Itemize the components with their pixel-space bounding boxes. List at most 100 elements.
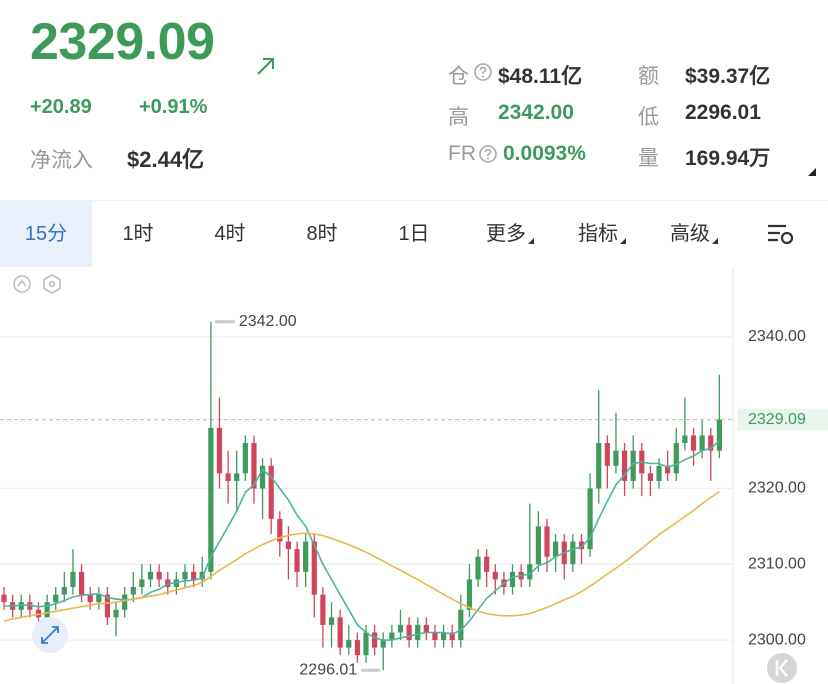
candle-body xyxy=(613,450,619,466)
candle-body xyxy=(130,587,136,595)
stat-label: 量 xyxy=(638,147,659,170)
timeframe-tabs: 15分 1时 4时 8时 1日 更多 指标 高级 xyxy=(0,200,828,267)
candle-body xyxy=(630,450,636,481)
candle-body xyxy=(311,541,317,595)
candle-body xyxy=(621,450,628,481)
candle-body xyxy=(492,571,498,580)
y-tick-label: 2300.00 xyxy=(748,631,806,648)
candle-body xyxy=(70,571,76,588)
tab[interactable]: 1日 xyxy=(398,223,430,245)
tab[interactable]: 4时 xyxy=(214,223,246,245)
fullscreen-button[interactable] xyxy=(32,617,68,653)
moving-average-line xyxy=(4,440,720,641)
candle-body xyxy=(303,541,309,572)
candle-body xyxy=(690,435,697,451)
candle-body xyxy=(553,541,559,557)
y-tick-label: 2320.00 xyxy=(748,480,806,497)
settings-icon[interactable] xyxy=(766,222,796,246)
stat-label: 高 xyxy=(448,106,469,129)
help-icon[interactable] xyxy=(478,144,498,164)
candle-body xyxy=(44,602,50,618)
candle-body xyxy=(475,556,481,580)
candle-body xyxy=(104,594,111,618)
candle-body xyxy=(527,564,533,580)
candle-body xyxy=(87,594,93,603)
candle-body xyxy=(156,571,162,580)
trend-arrow-icon xyxy=(257,58,274,75)
tab[interactable]: 高级 xyxy=(644,201,736,267)
candle-body xyxy=(716,419,722,451)
candle-body xyxy=(484,556,490,572)
candle-body xyxy=(225,473,231,481)
candle-body xyxy=(397,624,404,633)
candle-body xyxy=(277,518,283,542)
candle-body xyxy=(354,640,360,656)
stat-value: 169.94万 xyxy=(685,147,771,170)
candle-body xyxy=(665,465,671,474)
candle-body xyxy=(708,435,714,451)
candle-body xyxy=(208,427,214,572)
tab[interactable]: 8时 xyxy=(306,223,338,245)
stat-label: 仓 xyxy=(448,65,469,88)
stat-value: 2342.00 xyxy=(498,101,574,124)
chart-tools[interactable] xyxy=(13,274,61,294)
candle-body xyxy=(389,632,395,641)
scroll-latest-button[interactable] xyxy=(767,653,797,683)
candle-body xyxy=(656,465,662,481)
candle-body xyxy=(242,443,248,474)
stat-value: 0.0093% xyxy=(503,142,586,165)
stat-value: $48.11亿 xyxy=(498,65,583,88)
candle-body xyxy=(251,443,257,489)
candle-body xyxy=(432,632,438,641)
low-marker-label: 2296.01 xyxy=(299,662,357,679)
stat-value: 2296.01 xyxy=(685,101,761,124)
candle-body xyxy=(458,609,464,641)
candle-body xyxy=(139,579,145,588)
candle-body xyxy=(320,594,326,625)
tab[interactable]: 15分 xyxy=(0,201,92,267)
candle-body xyxy=(61,587,67,595)
candle-body xyxy=(372,632,378,648)
scroll-latest-icon xyxy=(775,659,788,677)
candle-body xyxy=(682,435,688,444)
candle-body xyxy=(380,640,386,648)
candle-body xyxy=(182,571,188,580)
candle-body xyxy=(544,526,550,557)
tab[interactable]: 更多 xyxy=(460,201,552,267)
stat-label: FR xyxy=(448,142,476,165)
fullscreen-icon xyxy=(41,626,59,644)
scroll-latest-bg xyxy=(767,653,797,683)
candle-body xyxy=(578,541,585,550)
y-tick-label: 2340.00 xyxy=(748,328,806,345)
tab[interactable]: 指标 xyxy=(552,201,644,267)
candle-body xyxy=(113,609,119,618)
candle-body xyxy=(699,435,705,451)
candle-body xyxy=(647,473,654,481)
last-price-badge xyxy=(738,408,828,431)
candle-body xyxy=(268,465,274,519)
net-inflow: $2.44亿 xyxy=(127,147,205,172)
tab[interactable]: 1时 xyxy=(122,223,154,245)
price-change-pct: +0.91% xyxy=(139,96,208,118)
candle-body xyxy=(406,624,412,641)
candlestick-chart: 2300.00 2310.00 2320.00 2340.00 2329.09 2342.… xyxy=(0,268,828,684)
candle-body xyxy=(78,571,85,595)
help-icon[interactable] xyxy=(473,62,493,82)
candle-body xyxy=(1,594,7,603)
candle-body xyxy=(122,594,128,610)
net-inflow-label: 净流入 xyxy=(30,149,93,172)
expand-triangle[interactable] xyxy=(806,166,818,178)
candle-body xyxy=(53,594,59,603)
candle-body xyxy=(285,541,292,550)
price: 2329.09 xyxy=(30,13,215,71)
high-marker-label: 2342.00 xyxy=(239,313,297,330)
stat-label: 额 xyxy=(638,65,659,88)
candle-body xyxy=(234,473,240,481)
candle-body xyxy=(363,632,369,656)
candle-body xyxy=(147,571,154,580)
candle-body xyxy=(337,617,343,648)
candle-body xyxy=(415,624,421,641)
candle-body xyxy=(570,541,576,565)
candle-body xyxy=(346,640,352,648)
